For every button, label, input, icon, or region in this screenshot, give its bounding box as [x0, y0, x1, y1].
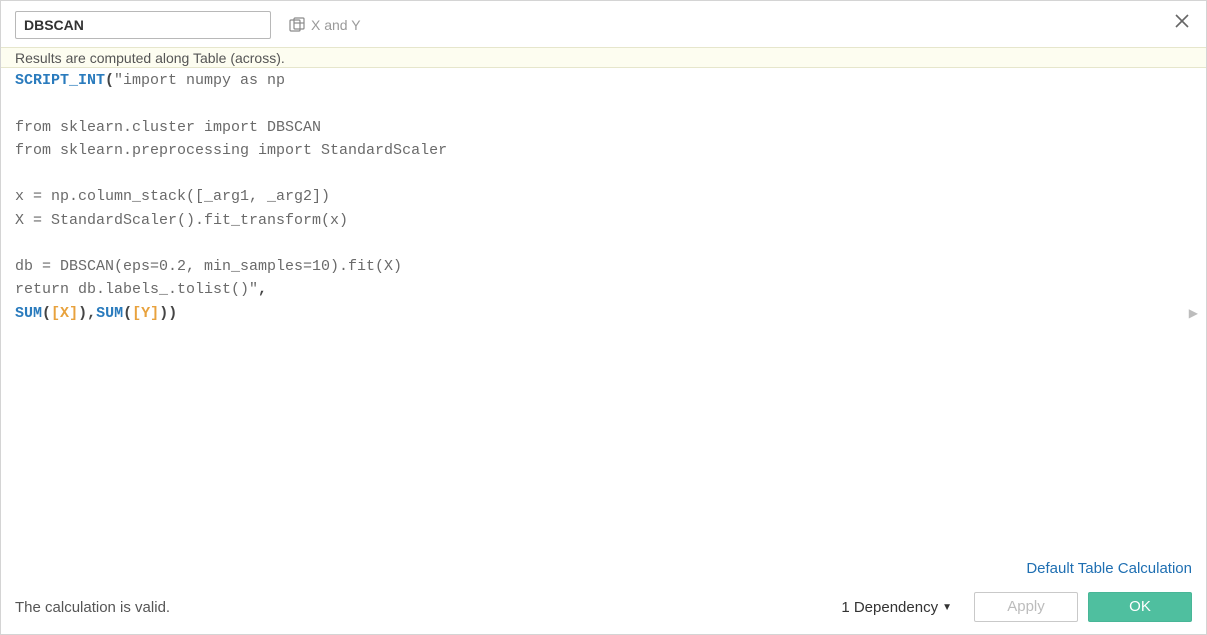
sheet-reference[interactable]: X and Y	[289, 17, 361, 33]
dependency-dropdown[interactable]: 1 Dependency ▼	[841, 599, 952, 616]
default-table-calc-link[interactable]: Default Table Calculation	[1026, 560, 1192, 577]
ok-button[interactable]: OK	[1088, 592, 1192, 622]
dependency-label: 1 Dependency	[841, 599, 938, 616]
formula-code[interactable]: SCRIPT_INT("import numpy as np from skle…	[1, 68, 1206, 325]
dialog-footer: The calculation is valid. 1 Dependency ▼…	[1, 588, 1206, 634]
formula-editor[interactable]: SCRIPT_INT("import numpy as np from skle…	[1, 68, 1206, 560]
compute-info-strip: Results are computed along Table (across…	[1, 47, 1206, 68]
close-button[interactable]	[1174, 13, 1190, 34]
apply-button[interactable]: Apply	[974, 592, 1078, 622]
sheet-icon	[289, 17, 307, 33]
calc-name-input[interactable]	[15, 11, 271, 39]
expand-arrow-icon[interactable]: ▶	[1189, 306, 1198, 320]
calculated-field-dialog: X and Y Results are computed along Table…	[0, 0, 1207, 635]
validation-status: The calculation is valid.	[15, 599, 170, 616]
sheet-reference-label: X and Y	[311, 17, 361, 33]
link-row: Default Table Calculation	[1, 560, 1206, 588]
dialog-header: X and Y	[1, 1, 1206, 47]
chevron-down-icon: ▼	[942, 602, 952, 613]
compute-info-text: Results are computed along Table (across…	[15, 50, 285, 66]
